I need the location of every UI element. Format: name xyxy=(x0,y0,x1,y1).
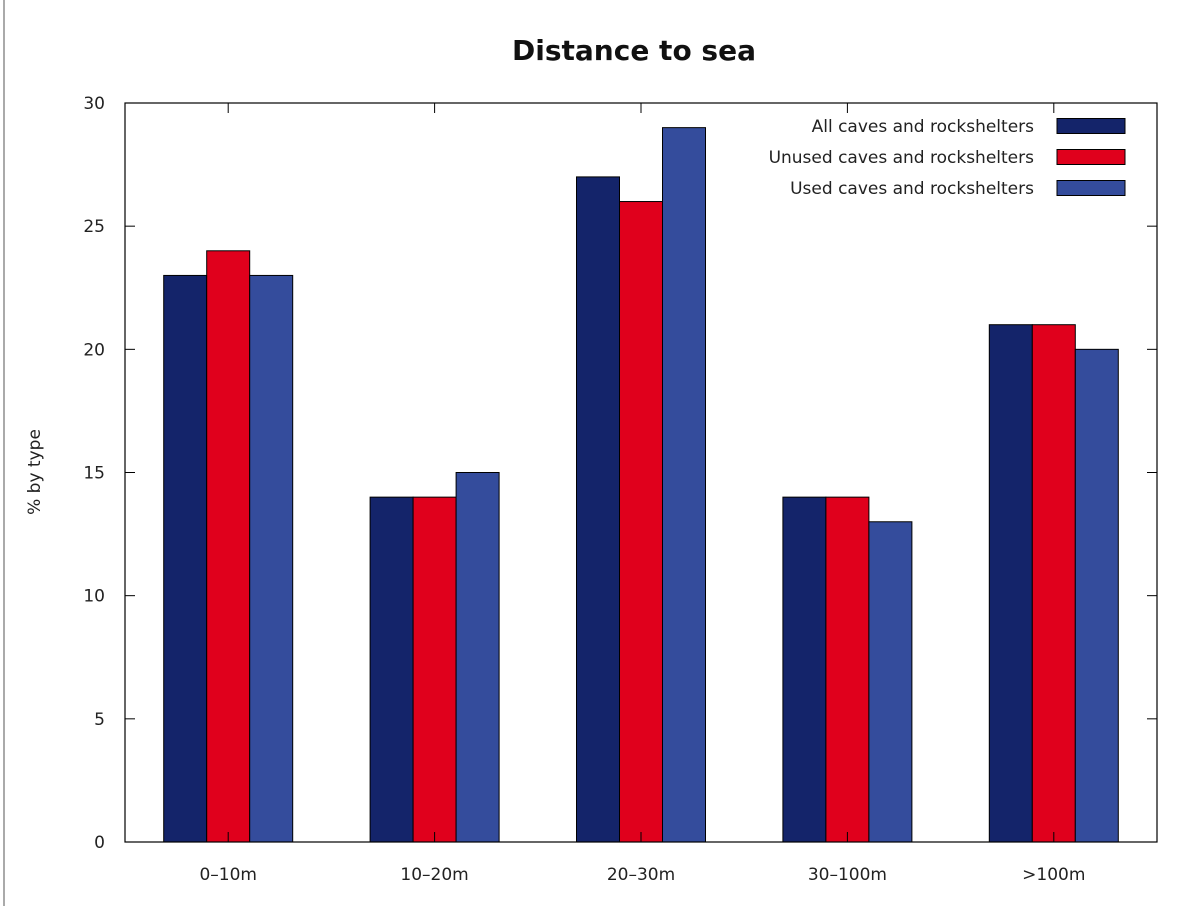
x-tick-label: 10–20m xyxy=(400,865,468,885)
bar xyxy=(662,127,706,843)
bar xyxy=(455,472,500,843)
legend-label: Unused caves and rockshelters xyxy=(769,148,1035,168)
y-tick-label: 5 xyxy=(94,710,105,730)
y-tick-label: 15 xyxy=(83,464,105,484)
chart-title: Distance to sea xyxy=(512,34,756,67)
bar xyxy=(206,250,251,843)
bar xyxy=(369,496,414,843)
legend-label: Used caves and rockshelters xyxy=(790,179,1034,199)
bar xyxy=(782,496,827,843)
bar xyxy=(412,496,457,843)
bar xyxy=(1031,324,1076,843)
bar xyxy=(988,324,1033,843)
y-tick-label: 30 xyxy=(83,94,105,114)
legend-swatch xyxy=(1056,149,1126,165)
y-axis-label: % by type xyxy=(25,429,45,515)
y-tick-label: 10 xyxy=(83,587,105,607)
legend-swatch xyxy=(1056,118,1126,134)
x-tick-label: 20–30m xyxy=(607,865,675,885)
y-tick-label: 0 xyxy=(94,833,105,853)
bar xyxy=(825,496,870,843)
legend-label: All caves and rockshelters xyxy=(812,117,1035,137)
bar xyxy=(619,201,663,843)
legend-swatch xyxy=(1056,180,1126,196)
x-tick-label: 0–10m xyxy=(199,865,257,885)
bar xyxy=(249,274,294,843)
y-tick-label: 20 xyxy=(83,340,105,360)
bar xyxy=(1074,348,1119,843)
x-tick-label: 30–100m xyxy=(808,865,887,885)
bar xyxy=(163,274,208,843)
x-tick-label: >100m xyxy=(1022,865,1085,885)
bar xyxy=(576,176,620,843)
y-tick-label: 25 xyxy=(83,217,105,237)
bars xyxy=(163,127,1119,843)
bar xyxy=(868,521,913,843)
legend: All caves and rockshelters Unused caves a… xyxy=(769,117,1126,199)
axes: 0–10m 10–20m 20–30m 30–100m >100m 0 5 10 15 20 25 3… xyxy=(83,94,1158,885)
